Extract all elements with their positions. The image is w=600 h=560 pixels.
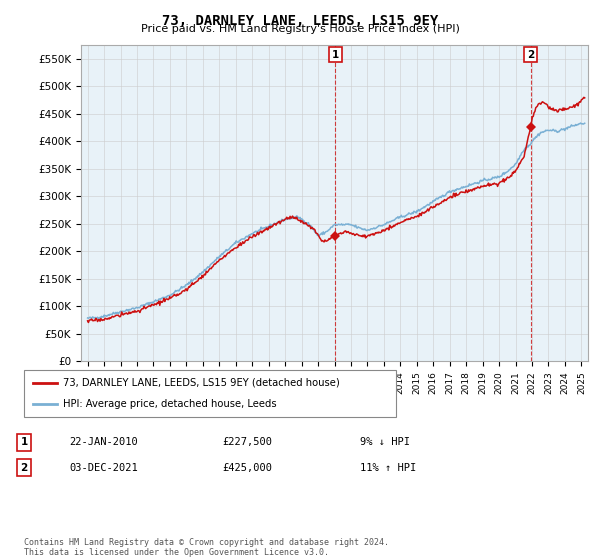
Text: HPI: Average price, detached house, Leeds: HPI: Average price, detached house, Leed…: [63, 399, 277, 409]
Text: Contains HM Land Registry data © Crown copyright and database right 2024.
This d: Contains HM Land Registry data © Crown c…: [24, 538, 389, 557]
Text: 22-JAN-2010: 22-JAN-2010: [69, 437, 138, 447]
Text: £425,000: £425,000: [222, 463, 272, 473]
Text: Price paid vs. HM Land Registry's House Price Index (HPI): Price paid vs. HM Land Registry's House …: [140, 24, 460, 34]
Text: 1: 1: [332, 49, 339, 59]
Text: 9% ↓ HPI: 9% ↓ HPI: [360, 437, 410, 447]
Text: 73, DARNLEY LANE, LEEDS, LS15 9EY: 73, DARNLEY LANE, LEEDS, LS15 9EY: [162, 14, 438, 28]
Text: 03-DEC-2021: 03-DEC-2021: [69, 463, 138, 473]
Text: 11% ↑ HPI: 11% ↑ HPI: [360, 463, 416, 473]
Text: 1: 1: [20, 437, 28, 447]
Text: 73, DARNLEY LANE, LEEDS, LS15 9EY (detached house): 73, DARNLEY LANE, LEEDS, LS15 9EY (detac…: [63, 378, 340, 388]
Text: 2: 2: [527, 49, 535, 59]
Text: £227,500: £227,500: [222, 437, 272, 447]
Text: 2: 2: [20, 463, 28, 473]
